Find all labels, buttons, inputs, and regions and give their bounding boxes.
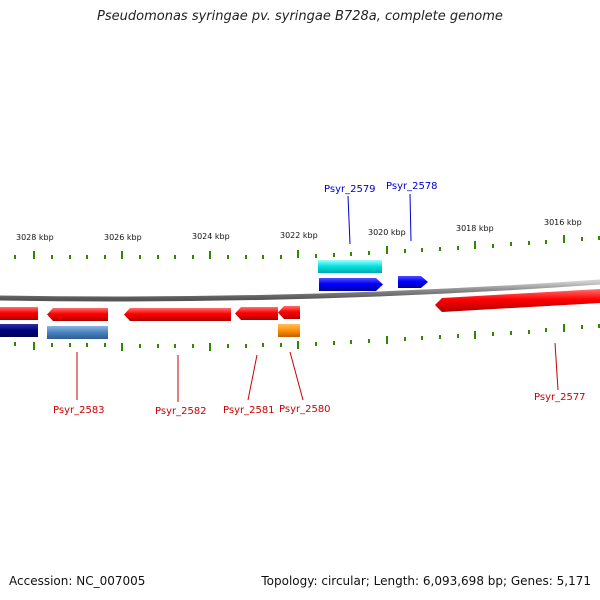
gene-feature[interactable] [435, 289, 600, 312]
tick-label: 3026 kbp [104, 233, 142, 242]
topology-label: Topology: circular; Length: 6,093,698 bp… [261, 574, 591, 588]
gene-label-psyr-2582[interactable]: Psyr_2582 [155, 406, 207, 417]
tick-label: 3024 kbp [192, 232, 230, 241]
gene-feature[interactable] [398, 276, 428, 288]
gene-feature[interactable] [278, 306, 300, 319]
gene-leader-lines [76, 193, 559, 402]
tick-label: 3016 kbp [544, 218, 582, 227]
gene-feature[interactable] [278, 324, 300, 337]
accession-label: Accession: NC_007005 [9, 574, 146, 588]
gene-feature[interactable] [0, 324, 38, 337]
gene-label-psyr-2583[interactable]: Psyr_2583 [53, 405, 105, 416]
scale-labels: 3028 kbp 3026 kbp 3024 kbp 3022 kbp 3020… [16, 218, 582, 242]
gene-label-psyr-2581[interactable]: Psyr_2581 [223, 405, 275, 416]
gene-label-psyr-2578[interactable]: Psyr_2578 [386, 181, 438, 192]
tick-label: 3018 kbp [456, 224, 494, 233]
upper-tick-row [14, 235, 600, 259]
gene-feature[interactable] [235, 307, 278, 320]
gene-label-psyr-2577[interactable]: Psyr_2577 [534, 392, 586, 403]
genome-backbone [0, 279, 600, 302]
gene-feature[interactable] [0, 307, 38, 320]
gene-feature[interactable] [47, 308, 108, 321]
genome-title: Pseudomonas syringae pv. syringae B728a,… [97, 9, 503, 24]
gene-labels: Psyr_2583 Psyr_2582 Psyr_2581 Psyr_2580 … [53, 181, 586, 417]
gene-label-psyr-2580[interactable]: Psyr_2580 [279, 404, 331, 415]
tick-label: 3022 kbp [280, 231, 318, 240]
gene-feature[interactable] [47, 326, 108, 339]
lower-tick-row [14, 324, 600, 351]
forward-genes [318, 260, 428, 291]
tick-label: 3020 kbp [368, 228, 406, 237]
gene-feature[interactable] [318, 260, 382, 273]
gene-label-psyr-2579[interactable]: Psyr_2579 [324, 184, 376, 195]
gene-feature[interactable] [124, 308, 231, 321]
reverse-genes [0, 289, 600, 339]
gene-feature[interactable] [319, 278, 383, 291]
tick-label: 3028 kbp [16, 233, 54, 242]
